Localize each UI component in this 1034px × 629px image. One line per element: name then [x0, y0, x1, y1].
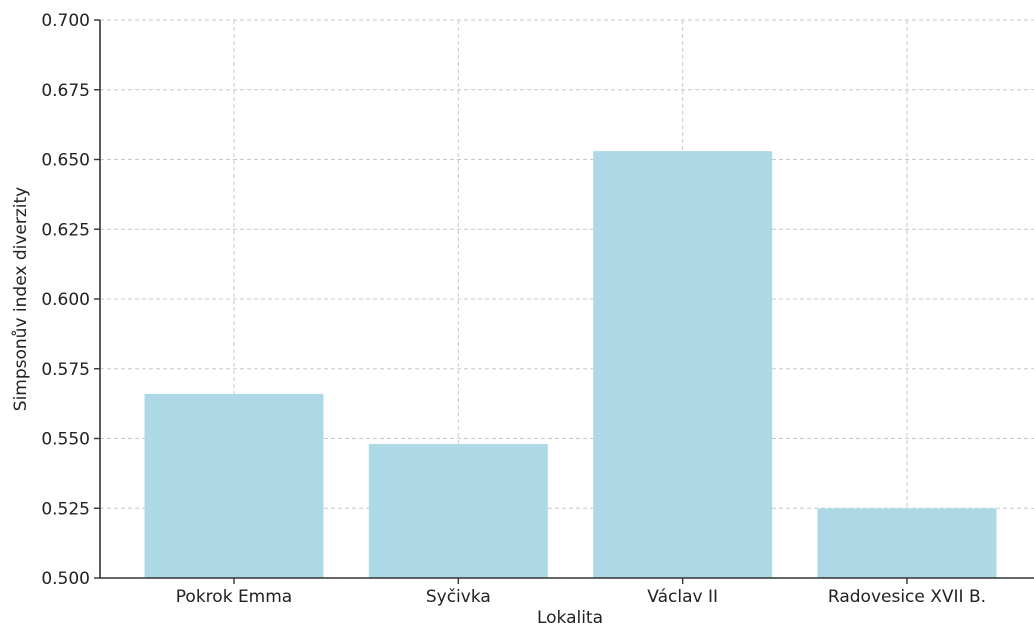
y-tick-label: 0.700 — [41, 11, 90, 31]
bar — [368, 444, 548, 578]
x-tick-label: Syčivka — [426, 587, 491, 607]
x-axis-title: Lokalita — [537, 608, 603, 628]
y-tick-label: 0.625 — [41, 220, 90, 240]
y-axis-title: Simpsonův index diverzity — [11, 187, 31, 411]
x-tick-label: Radovesice XVII B. — [828, 587, 986, 607]
y-tick-label: 0.500 — [41, 569, 90, 589]
x-tick-label: Václav II — [647, 587, 718, 607]
y-tick-label: 0.650 — [41, 151, 90, 171]
bar — [144, 393, 324, 578]
bar — [593, 151, 773, 578]
y-tick-label: 0.550 — [41, 430, 90, 450]
bar — [817, 508, 997, 578]
y-tick-label: 0.675 — [41, 81, 90, 101]
y-tick-label: 0.575 — [41, 360, 90, 380]
bars — [144, 151, 997, 578]
x-ticks: Pokrok Emma Syčivka Václav II Radovesice XV… — [176, 578, 986, 607]
y-tick-label: 0.525 — [41, 499, 90, 519]
x-tick-label: Pokrok Emma — [176, 587, 292, 607]
y-tick-label: 0.600 — [41, 290, 90, 310]
y-ticks: 0.500 0.525 0.550 0.575 0.600 0.625 0.650 0.675… — [41, 11, 100, 589]
